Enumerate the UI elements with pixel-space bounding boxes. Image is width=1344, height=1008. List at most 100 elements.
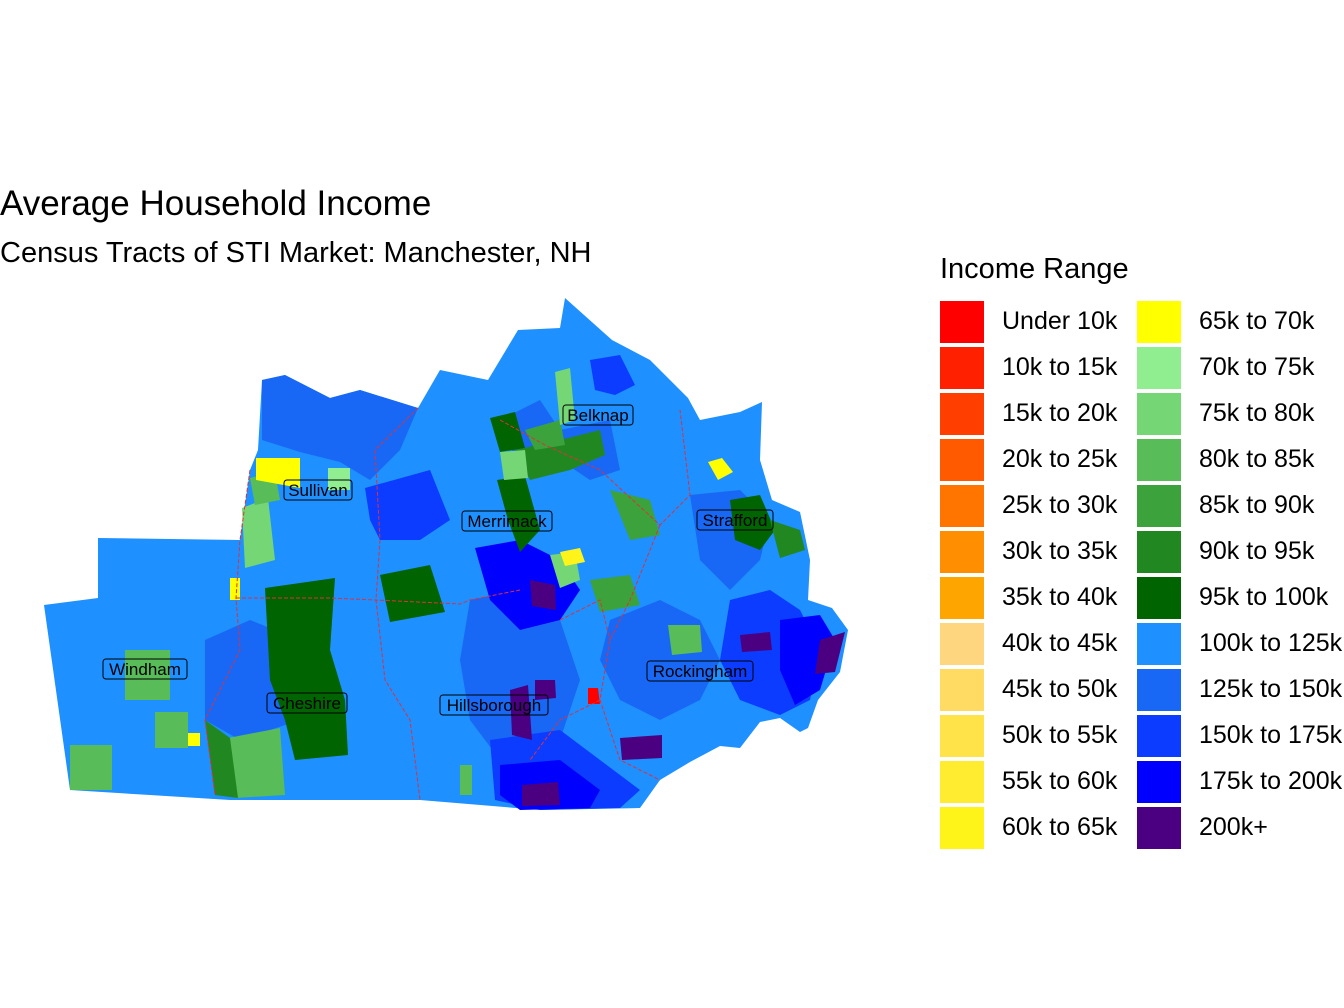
legend-item: 100k to 125k [1137, 622, 1342, 668]
legend-swatch [940, 761, 984, 803]
legend-item: 35k to 40k [940, 576, 1140, 622]
legend-swatch [940, 347, 984, 389]
legend-item: 45k to 50k [940, 668, 1140, 714]
county-label-windham: Windham [102, 658, 188, 680]
legend-swatch [1137, 623, 1181, 665]
legend-swatch [1137, 393, 1181, 435]
legend-swatch [940, 669, 984, 711]
region-purple-1 [530, 580, 556, 610]
legend-item: Under 10k [940, 300, 1140, 346]
legend-item: 70k to 75k [1137, 346, 1337, 392]
legend-item: 95k to 100k [1137, 576, 1337, 622]
legend-swatch [1137, 485, 1181, 527]
svg-text:Cheshire: Cheshire [273, 694, 341, 713]
legend-item: 175k to 200k [1137, 760, 1342, 806]
legend-item: 55k to 60k [940, 760, 1140, 806]
legend-item: 15k to 20k [940, 392, 1140, 438]
legend-label: Under 10k [1002, 307, 1118, 335]
region-cheshire-green [265, 578, 348, 760]
county-label-strafford: Strafford [696, 509, 774, 531]
region-purple-5 [740, 632, 772, 652]
legend-swatch [940, 439, 984, 481]
svg-text:Merrimack: Merrimack [467, 512, 547, 531]
legend-item: 150k to 175k [1137, 714, 1342, 760]
map-title: Average Household Income [0, 184, 432, 223]
region-strafford-green-2 [770, 520, 805, 558]
region-windham-green-3 [70, 745, 112, 790]
region-belknap-green-1 [490, 412, 525, 452]
legend-swatch [940, 623, 984, 665]
region-belknap-strip [555, 368, 575, 425]
legend-swatch [1137, 669, 1181, 711]
region-hillsborough-east [460, 590, 580, 760]
region-sullivan-lightgreen [328, 468, 350, 490]
region-purple-3 [620, 735, 662, 760]
legend-item: 125k to 150k [1137, 668, 1342, 714]
svg-text:Windham: Windham [109, 660, 181, 679]
region-windham-green-2 [155, 712, 188, 748]
region-yellow-2 [230, 578, 240, 600]
legend-label: 45k to 50k [1002, 675, 1118, 703]
region-seacoast [780, 615, 835, 705]
svg-text:Sullivan: Sullivan [288, 481, 348, 500]
legend-label: 80k to 85k [1199, 445, 1315, 473]
legend-title: Income Range [940, 253, 1129, 285]
legend-label: 125k to 150k [1199, 675, 1343, 703]
legend-label: 95k to 100k [1199, 583, 1329, 611]
svg-text:Strafford: Strafford [703, 511, 768, 530]
legend-swatch [940, 715, 984, 757]
legend-item: 20k to 25k [940, 438, 1140, 484]
legend-swatch [1137, 439, 1181, 481]
legend-swatch [940, 301, 984, 343]
legend-label: 150k to 175k [1199, 721, 1343, 749]
region-purple-4 [522, 782, 560, 806]
legend-label: 85k to 90k [1199, 491, 1315, 519]
region-rockingham-green [668, 625, 702, 655]
legend-label: 15k to 20k [1002, 399, 1118, 427]
legend-label: 25k to 30k [1002, 491, 1118, 519]
legend-label: 55k to 60k [1002, 767, 1118, 795]
region-cheshire-green-2 [228, 728, 285, 798]
region-belknap-green-2 [515, 430, 605, 480]
legend-label: 10k to 15k [1002, 353, 1118, 381]
legend-item: 75k to 80k [1137, 392, 1337, 438]
region-merrimack-green-2 [497, 476, 540, 552]
county-label-hillsborough: Hillsborough [439, 694, 549, 716]
region-merrimack-green [380, 565, 445, 622]
legend-item: 90k to 95k [1137, 530, 1337, 576]
region-belknap-ne [590, 355, 635, 395]
region-merrimack-green-3 [610, 490, 660, 540]
legend-item: 60k to 65k [940, 806, 1140, 852]
legend-swatch [940, 485, 984, 527]
region-purple-6 [815, 632, 845, 674]
svg-text:Hillsborough: Hillsborough [447, 696, 542, 715]
legend-item: 80k to 85k [1137, 438, 1337, 484]
svg-text:Belknap: Belknap [567, 406, 628, 425]
region-sullivan-green [242, 498, 275, 568]
legend-swatch [940, 393, 984, 435]
legend-label: 30k to 35k [1002, 537, 1118, 565]
region-merrimack-green-4 [590, 575, 640, 612]
legend-swatch [1137, 761, 1181, 803]
choropleth-map: Belknap Sullivan Merrimack Strafford Win… [44, 298, 848, 810]
region-merrimack-west [365, 470, 450, 540]
legend-label: 40k to 45k [1002, 629, 1118, 657]
legend-swatch [940, 531, 984, 573]
map-subtitle: Census Tracts of STI Market: Manchester,… [0, 237, 592, 269]
region-windham-green-1 [125, 650, 170, 700]
legend-item: 65k to 70k [1137, 300, 1337, 346]
svg-text:Rockingham: Rockingham [653, 662, 748, 681]
region-belknap-lightgreen [500, 450, 528, 480]
legend-label: 90k to 95k [1199, 537, 1315, 565]
county-label-cheshire: Cheshire [266, 692, 348, 714]
county-boundaries [204, 407, 691, 801]
region-yellow-4 [188, 733, 200, 746]
region-sullivan-north [262, 375, 418, 480]
region-red [588, 688, 600, 704]
legend-label: 70k to 75k [1199, 353, 1315, 381]
region-strafford-green [730, 495, 775, 550]
region-hillsborough-green [460, 765, 472, 795]
county-label-belknap: Belknap [562, 404, 634, 426]
region-belknap-green-3 [525, 420, 565, 450]
legend-swatch [940, 577, 984, 619]
